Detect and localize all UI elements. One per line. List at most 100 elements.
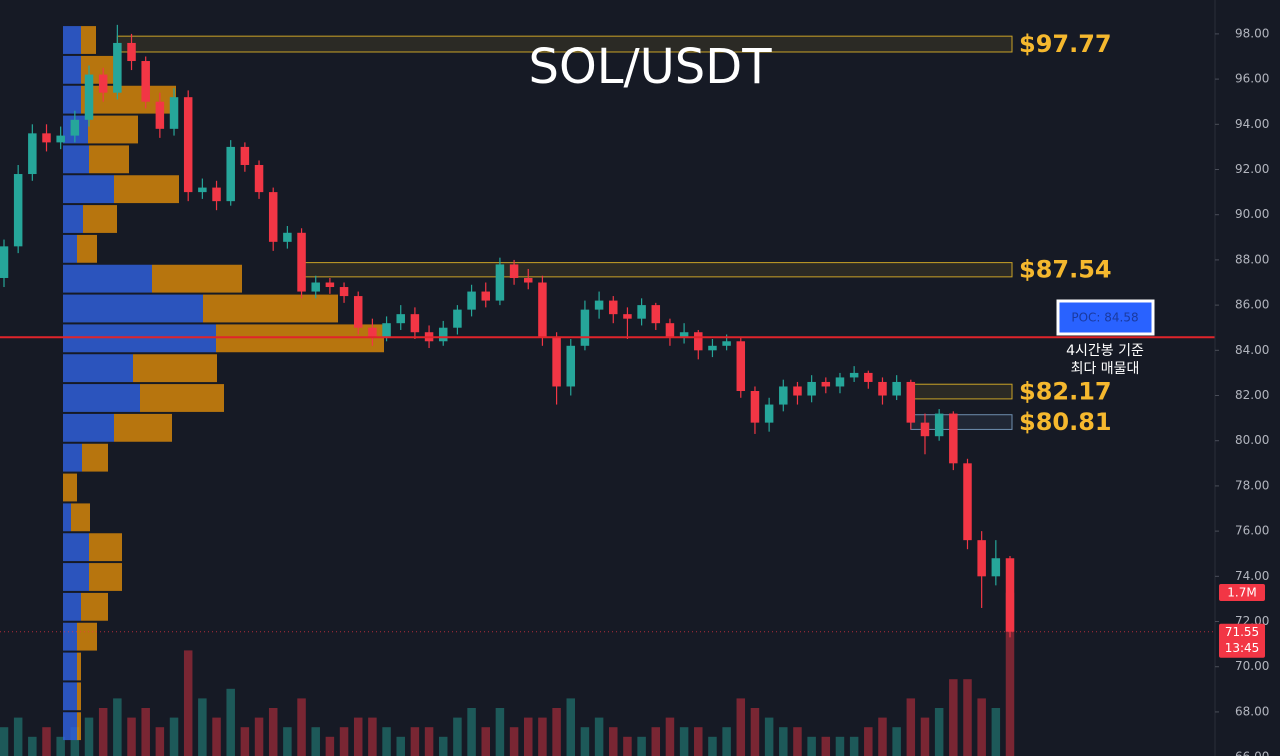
profile-buy: [63, 682, 77, 711]
profile-buy: [63, 85, 81, 114]
volume-bar: [821, 736, 831, 756]
volume-bar: [410, 727, 420, 756]
profile-sell: [133, 354, 217, 383]
volume-bar: [84, 717, 94, 756]
volume-bar: [325, 736, 335, 756]
profile-sell: [89, 563, 122, 591]
volume-bar: [580, 727, 590, 756]
candle-body: [736, 341, 746, 391]
y-tick-label: 96.00: [1235, 72, 1269, 86]
price-badge: [1219, 623, 1265, 658]
volume-bar: [963, 679, 972, 756]
y-tick-label: 86.00: [1235, 298, 1269, 312]
profile-sell: [114, 413, 172, 442]
profile-sell: [140, 384, 224, 412]
candle-body: [991, 558, 1001, 577]
volume-bar: [424, 727, 434, 756]
volume-bar: [509, 727, 519, 756]
volume-bar: [878, 717, 887, 756]
volume-bar: [807, 736, 816, 756]
volume-bar: [368, 717, 377, 756]
candle-body: [665, 323, 675, 337]
volume-bar: [849, 736, 859, 756]
profile-buy: [63, 294, 203, 323]
volume-bar: [665, 717, 675, 756]
volume-bar: [155, 727, 165, 756]
poc-note: 4시간봉 기준: [1066, 343, 1144, 359]
volume-bar: [679, 727, 689, 756]
candle-body: [283, 232, 292, 242]
volume-bar: [736, 698, 746, 756]
volume-bar: [240, 727, 250, 756]
candle-body: [679, 332, 689, 337]
candle-body: [198, 187, 207, 193]
y-tick-label: 98.00: [1235, 26, 1269, 40]
y-tick-label: 74.00: [1235, 569, 1269, 583]
candle-body: [297, 232, 306, 292]
candle-body: [849, 372, 859, 378]
candle-body: [42, 133, 51, 143]
profile-sell: [77, 622, 97, 651]
profile-buy: [63, 443, 82, 472]
candle-body: [779, 386, 788, 405]
volume-bar: [481, 727, 490, 756]
volume-bar: [438, 736, 448, 756]
y-tick-label: 66.00: [1235, 750, 1269, 756]
candle-body: [821, 381, 831, 387]
y-tick-label: 92.00: [1235, 162, 1269, 176]
volume-bar: [764, 717, 774, 756]
volume-bar: [977, 698, 986, 756]
volume-bar: [13, 717, 23, 756]
candle-body: [708, 345, 717, 351]
candle-body: [892, 381, 901, 396]
profile-sell: [82, 443, 108, 472]
candle-body: [382, 323, 391, 337]
profile-sell: [152, 264, 242, 293]
poc-note: 최다 매물대: [1071, 361, 1140, 377]
volume-bar: [467, 708, 476, 756]
candle-body: [906, 381, 916, 423]
candle-body: [325, 282, 335, 288]
volume-bar: [609, 727, 618, 756]
candle-body: [84, 74, 94, 120]
candle-body: [963, 463, 972, 541]
y-tick-label: 88.00: [1235, 252, 1269, 266]
profile-sell: [114, 175, 179, 204]
volume-bar: [198, 698, 207, 756]
level-label: $87.54: [1019, 256, 1112, 284]
volume-bar: [566, 698, 576, 756]
volume-bar: [524, 717, 533, 756]
chart-title: SOL/USDT: [528, 39, 772, 95]
zone-box: [301, 262, 1013, 278]
candle-body: [268, 192, 278, 242]
poc-box: [1056, 299, 1155, 336]
volume-bar: [297, 698, 306, 756]
candle-body: [609, 300, 618, 315]
profile-sell: [89, 533, 122, 562]
volume-bar: [864, 727, 873, 756]
profile-buy: [63, 264, 152, 293]
volume-bar: [949, 679, 958, 756]
profile-buy: [63, 413, 114, 442]
profile-sell: [89, 145, 129, 174]
candle-body: [807, 381, 816, 396]
volume-bar: [113, 698, 122, 756]
y-tick-label: 94.00: [1235, 117, 1269, 131]
candle-body: [481, 291, 490, 301]
candle-body: [524, 277, 533, 283]
profile-sell: [77, 712, 81, 741]
y-tick-label: 70.00: [1235, 659, 1269, 673]
level-label: $82.17: [1019, 378, 1112, 406]
candle-body: [13, 174, 23, 247]
candle-body: [835, 377, 845, 387]
candle-body: [864, 372, 873, 382]
candle-body: [339, 287, 349, 297]
profile-buy: [63, 384, 140, 412]
candle-body: [410, 314, 420, 333]
y-tick-label: 84.00: [1235, 343, 1269, 357]
volume-bar: [28, 736, 37, 756]
candle-body: [169, 97, 179, 129]
candle-body: [750, 390, 760, 423]
countdown-label: 13:45: [1225, 641, 1260, 655]
